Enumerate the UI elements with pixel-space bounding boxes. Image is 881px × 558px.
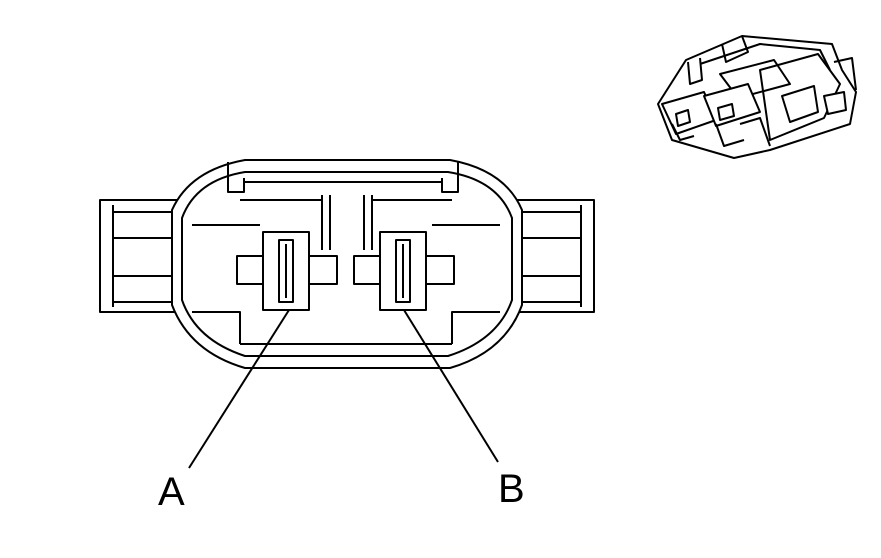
center-divider	[192, 195, 500, 250]
leader-line-a	[188, 309, 290, 469]
housing-outline	[171, 159, 523, 369]
housing-inner	[181, 171, 513, 357]
connector-thumbnail	[657, 35, 857, 159]
connector-face	[99, 159, 595, 369]
terminal-cavity-a	[236, 231, 338, 311]
terminal-cavity-b	[353, 231, 455, 311]
leader-line-b	[403, 309, 499, 463]
label-a: A	[158, 470, 185, 514]
label-b: B	[498, 467, 525, 511]
left-latch-tab	[99, 199, 186, 313]
